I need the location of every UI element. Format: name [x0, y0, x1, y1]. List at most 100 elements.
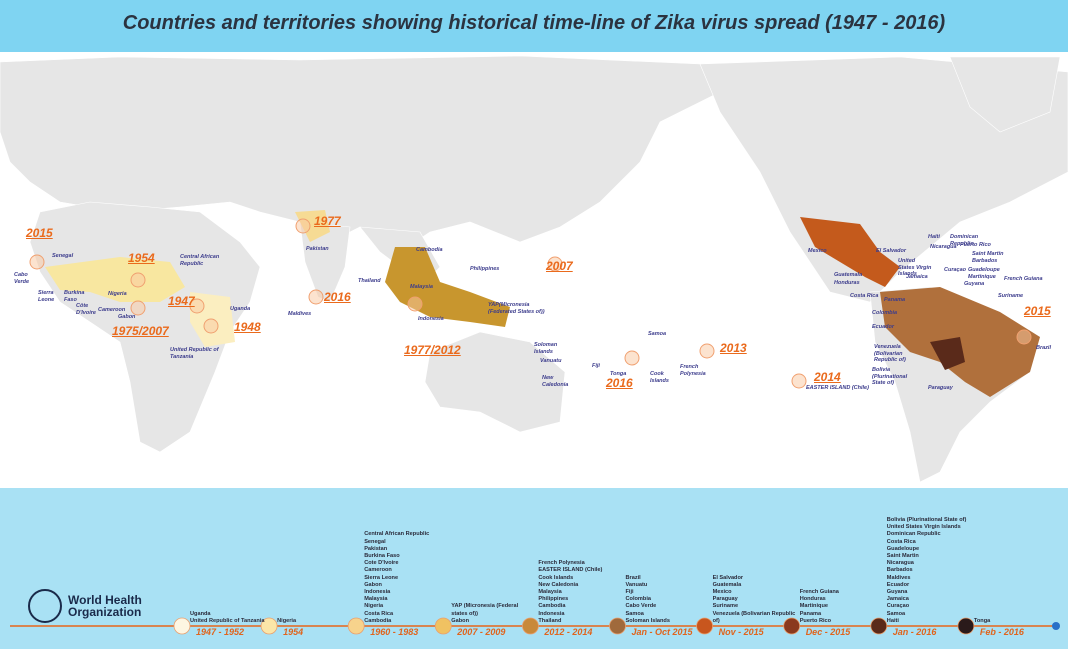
year-label: 1948: [234, 320, 261, 334]
period-label: 2007 - 2009: [457, 627, 506, 637]
period-marker: [347, 617, 365, 635]
period-marker: [870, 617, 888, 635]
year-marker: [407, 296, 423, 312]
period-country: Cambodia: [538, 603, 566, 610]
year-marker: [624, 350, 640, 366]
country-label: Senegal: [52, 253, 74, 259]
year-label: 1947: [168, 294, 195, 308]
year-label: 2016: [606, 376, 633, 390]
country-label: United Republic of Tanzania: [170, 347, 219, 360]
period-country: Gabon: [364, 581, 382, 588]
country-label: Pakistan: [306, 246, 329, 252]
country-label: Dominican Republic: [950, 234, 979, 247]
period-country: Nigeria: [364, 603, 384, 610]
year-marker: [308, 289, 324, 305]
period-marker: [522, 617, 539, 635]
period-country: Sierra Leone: [364, 574, 399, 581]
logo-text: World Health Organization: [68, 593, 142, 619]
period-country: Curaçao: [886, 603, 910, 610]
period-country: Bolivia (Plurinational State of): [886, 516, 967, 523]
india: [299, 221, 351, 303]
country-label: Sierra Leone: [38, 290, 55, 303]
period-country: Indonesia: [538, 610, 565, 617]
period-country: Panama: [799, 610, 822, 617]
period-country: Nicaragua: [886, 560, 914, 567]
period-marker: [783, 617, 801, 635]
country-label: YAP(Micronesia (Federated States of)): [488, 302, 545, 315]
country-label: Cabo Verde: [14, 272, 30, 285]
period-label: Jan - 2016: [892, 627, 937, 637]
year-label: 1975/2007: [112, 324, 169, 338]
country-label: Honduras: [834, 280, 860, 286]
country-label: Fiji: [592, 363, 600, 369]
period-countries: YAP (Micronesia (Federal states of)) Gabo…: [451, 603, 535, 625]
year-label: 2013: [720, 341, 747, 355]
period-country: Colombia: [625, 596, 651, 603]
period-country: Central African Republic: [364, 531, 430, 538]
country-label: Malaysia: [410, 284, 433, 290]
north-america: [699, 56, 1068, 303]
period-country: Costa Rica: [364, 610, 394, 617]
period-country: Barbados: [886, 567, 913, 574]
year-marker: [130, 272, 146, 288]
period-country: Cabo Verde: [625, 603, 657, 610]
country-label: El Salvador: [876, 248, 906, 254]
period-countries: Bolivia (Plurinational State of) United S…: [887, 517, 971, 625]
period-country: Pakistan: [364, 545, 388, 552]
period-country: United States Virgin Islands: [886, 524, 961, 531]
country-label: Mexico: [808, 248, 827, 254]
year-marker: [791, 373, 807, 389]
period-country: Dominican Republic: [886, 531, 941, 538]
country-label: French Guiana: [1004, 276, 1043, 282]
period-label: 1947 - 1952: [196, 627, 245, 637]
period-country: Indonesia: [364, 588, 391, 595]
period-label: Nov - 2015: [718, 627, 764, 637]
year-marker: [130, 300, 146, 316]
period-country: Cote D'Ivoire: [364, 560, 399, 567]
country-label: Costa Rica: [850, 293, 879, 299]
period-country: Burkina Faso: [364, 552, 400, 559]
period-marker: [696, 617, 713, 635]
period-label: 2012 - 2014: [544, 627, 593, 637]
year-label: 1954: [128, 251, 155, 265]
period-country: Jamaica: [886, 596, 909, 603]
period-country: New Caledonia: [538, 581, 579, 588]
country-label: Uganda: [230, 306, 251, 312]
period-country: Guyana: [886, 588, 908, 595]
period-country: Guatemala: [712, 581, 742, 588]
country-label: Vanuatu: [540, 358, 562, 364]
bolivia-region: [930, 337, 965, 370]
country-label: Ecuador: [872, 324, 895, 330]
period-country: Guadeloupe: [886, 545, 920, 552]
period-country: Paraguay: [712, 596, 738, 603]
country-label: Colombia: [872, 310, 898, 316]
period-marker: [609, 617, 626, 635]
country-label: Brazil: [1036, 345, 1051, 351]
period-country: Fiji: [625, 588, 634, 595]
country-label: Guadeloupe: [968, 267, 1000, 273]
period-country: French Guiana: [799, 588, 839, 595]
west-africa-region: [45, 257, 185, 302]
country-label: EASTER ISLAND (Chile): [806, 385, 869, 391]
period-countries: French Guiana Honduras Martinique Panama Pue…: [800, 589, 884, 625]
period-country: El Salvador: [712, 574, 744, 581]
period-country: Senegal: [364, 538, 386, 545]
period-country: Malaysia: [538, 588, 562, 595]
period-country: Thailand: [538, 617, 562, 624]
country-label: Tonga: [610, 371, 627, 377]
country-label: Nicaragua: [930, 244, 957, 250]
year-marker: [699, 343, 715, 359]
country-label: Cameroon: [98, 307, 126, 313]
year-label: 2015: [26, 226, 53, 240]
country-label: Côte D'Ivoire: [76, 303, 96, 316]
period-country: Suriname: [712, 603, 739, 610]
greenland: [949, 56, 1061, 133]
who-emblem: [28, 589, 62, 623]
period-countries: Uganda United Republic of Tanzania: [190, 611, 274, 625]
period-countries: Tonga: [974, 618, 1058, 625]
period-marker: [173, 617, 191, 635]
country-label: Bolivia (Plurinational State of): [872, 367, 908, 386]
country-label: French Polynesia: [680, 364, 706, 377]
central-america-region: [800, 217, 900, 287]
